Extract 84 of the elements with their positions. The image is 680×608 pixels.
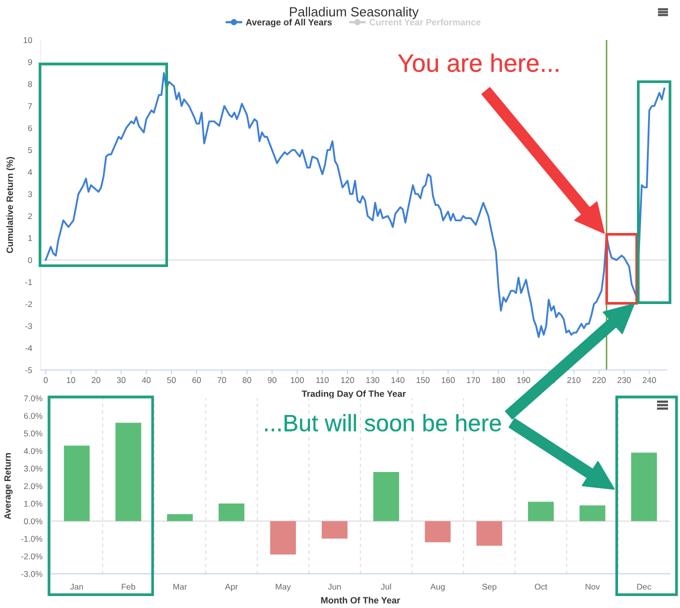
x-tick-label: 120: [341, 377, 354, 384]
bar: [322, 521, 348, 539]
y-tick-label: -2.0%: [21, 553, 42, 560]
x-tick-label: 160: [442, 377, 455, 384]
y-tick-label: 10: [24, 37, 32, 44]
y-tick-label: 5.0%: [24, 430, 42, 436]
y-tick-label: 4: [28, 169, 32, 176]
y-tick-label: -4: [25, 345, 32, 352]
x-tick-label: Jun: [328, 584, 341, 590]
x-tick-label: 100: [290, 377, 304, 384]
x-tick-label: 140: [391, 377, 404, 384]
y-tick-label: 2: [28, 213, 32, 220]
y-tick-label: 3.0%: [24, 466, 42, 472]
x-tick-label: Feb: [122, 584, 136, 590]
x-tick-label: 130: [366, 377, 380, 384]
bar: [64, 446, 90, 522]
y-tick-label: 8: [28, 81, 32, 88]
y-tick-label: 0.0%: [24, 518, 42, 524]
x-tick-label: 240: [642, 377, 656, 384]
annotation: You are here...: [398, 54, 560, 74]
bar: [167, 514, 193, 522]
y-tick-label: -2: [25, 301, 32, 308]
y-tick-label: -3: [25, 323, 32, 330]
x-tick-label: 30: [116, 377, 126, 384]
legend-label: Average of All Years: [246, 18, 332, 28]
x-tick-label: 220: [592, 377, 606, 384]
line-series: [44, 72, 666, 338]
bar: [476, 521, 502, 546]
y-tick-label: 3: [28, 191, 32, 198]
y-tick-label: -1.0%: [21, 536, 42, 542]
x-tick-label: 0: [44, 377, 48, 384]
y-axis-title: Cumulative Return (%): [6, 157, 15, 254]
x-tick-label: 90: [268, 377, 276, 384]
x-tick-label: 10: [66, 377, 76, 384]
y-tick-label: 0: [28, 257, 32, 264]
bar: [218, 504, 244, 522]
y-tick-label: 1: [28, 235, 32, 242]
x-tick-label: 80: [242, 377, 252, 384]
y-tick-label: -1: [25, 279, 32, 286]
annotation: ...But will soon be here: [265, 414, 503, 434]
bar: [115, 422, 142, 522]
y-tick-label: 7.0%: [24, 395, 42, 402]
y-tick-label: 4.0%: [24, 448, 42, 454]
chart-title: Palladium Seasonality: [290, 6, 419, 20]
y-tick-label: 6.0%: [24, 412, 42, 419]
bar: [631, 452, 657, 522]
x-axis-title: Month Of The Year: [321, 596, 400, 604]
x-tick-label: Nov: [586, 584, 600, 590]
x-tick-label: 170: [466, 377, 480, 384]
x-tick-label: Jul: [380, 584, 391, 590]
x-tick-label: 70: [218, 377, 226, 384]
x-tick-label: Dec: [637, 584, 652, 590]
x-tick-label: 190: [517, 377, 530, 384]
y-tick-label: 2.0%: [24, 483, 42, 490]
x-tick-label: 110: [316, 377, 329, 384]
x-tick-label: May: [276, 584, 291, 592]
y-axis-title: Average Return: [4, 453, 13, 520]
x-tick-label: Aug: [430, 584, 445, 592]
bar: [424, 521, 451, 542]
x-tick-label: Sep: [482, 584, 496, 592]
y-tick-label: 9: [28, 59, 32, 66]
x-tick-label: Jan: [70, 584, 83, 590]
x-tick-label: 210: [567, 377, 580, 384]
bar: [580, 505, 606, 522]
y-tick-label: 6: [28, 125, 32, 132]
x-tick-label: 40: [142, 377, 151, 384]
x-tick-label: Oct: [534, 584, 548, 590]
y-tick-label: -3.0%: [21, 571, 42, 577]
x-tick-label: 60: [192, 377, 201, 384]
y-tick-label: -5: [25, 367, 32, 374]
x-tick-label: Apr: [225, 584, 238, 592]
y-tick-label: 7: [28, 103, 32, 110]
y-tick-label: 1.0%: [24, 500, 42, 507]
x-tick-label: 150: [416, 377, 430, 384]
x-tick-label: 20: [92, 377, 100, 384]
x-tick-label: 230: [618, 377, 631, 384]
x-axis-title: Trading Day Of The Year: [302, 390, 406, 399]
y-tick-label: 5: [28, 147, 32, 154]
bar: [373, 472, 400, 522]
x-tick-label: 180: [492, 377, 506, 384]
bar: [528, 502, 554, 522]
x-tick-label: 50: [167, 377, 176, 384]
bar: [270, 521, 296, 554]
x-tick-label: Mar: [173, 584, 187, 590]
